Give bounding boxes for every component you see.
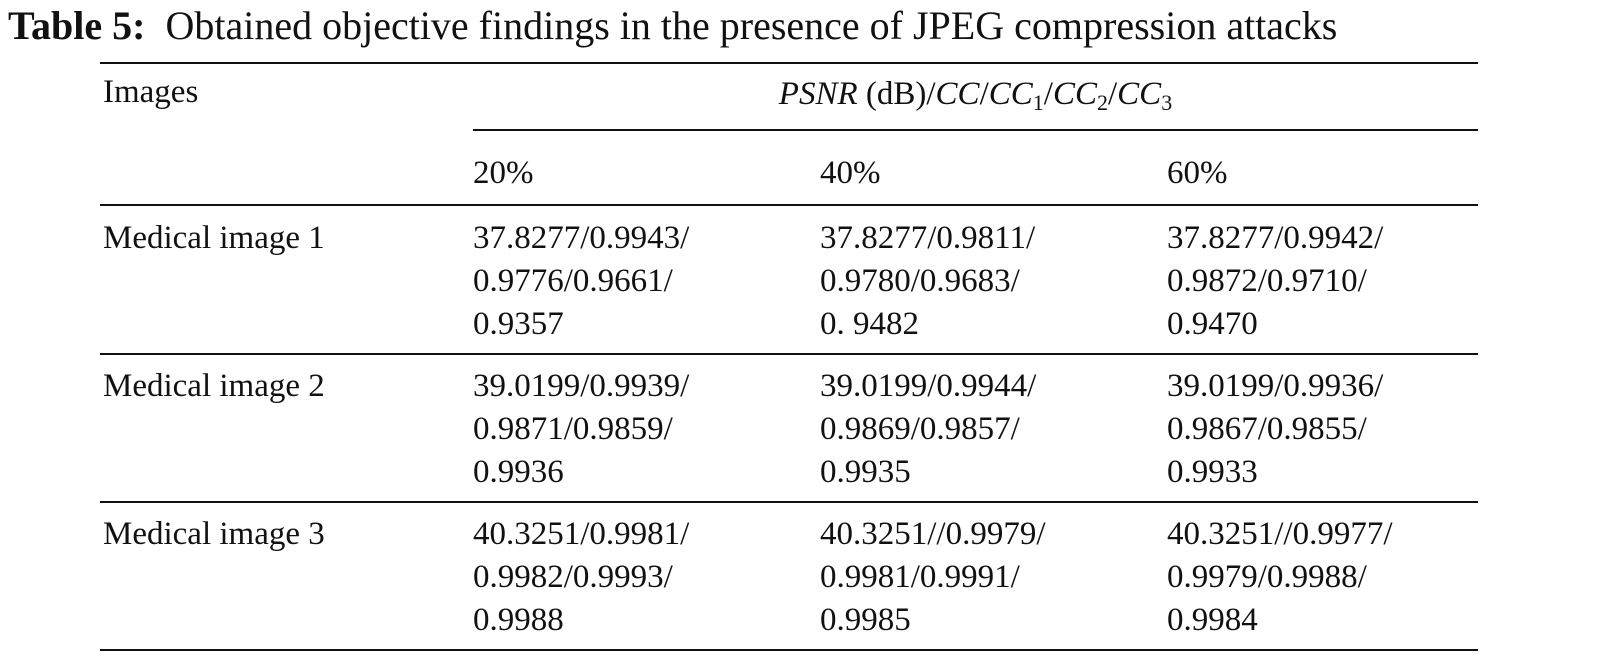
header-part: CC [1117,76,1162,112]
header-part: 2 [1096,90,1108,115]
cell-line: 0.9470 [1167,306,1258,342]
cell-line: 0.9780/0.9683/ [820,263,1020,299]
row-rule [100,353,1478,355]
data-cell: 39.0199/0.9944/0.9869/0.9857/0.9935 [820,365,1036,494]
header-part: CC [988,76,1033,112]
cell-line: 40.3251/0.9981/ [473,516,690,552]
cell-line: 0.9984 [1167,602,1258,638]
cell-line: 37.8277/0.9943/ [473,220,690,256]
table-label: Table 5: [8,3,146,48]
cell-line: 0.9981/0.9991/ [820,559,1020,595]
cell-line: 0.9357 [473,306,564,342]
group-rule [473,129,1478,131]
row-header: Medical image 1 [103,220,325,256]
cell-line: 0.9933 [1167,454,1258,490]
cell-line: 0.9935 [820,454,911,490]
cell-line: 40.3251//0.9979/ [820,516,1046,552]
bottom-rule [100,649,1478,651]
table-caption: Table 5: Obtained objective findings in … [8,2,1337,49]
header-rule [100,204,1478,206]
data-cell: 39.0199/0.9939/0.9871/0.9859/0.9936 [473,365,689,494]
data-cell: 37.8277/0.9942/0.9872/0.9710/0.9470 [1167,217,1383,346]
cell-line: 0.9985 [820,602,911,638]
cell-line: 0.9871/0.9859/ [473,411,673,447]
cell-line: 39.0199/0.9939/ [473,368,690,404]
data-cell: 40.3251/0.9981/0.9982/0.9993/0.9988 [473,513,689,642]
cell-line: 0.9936 [473,454,564,490]
column-header: 60% [1167,155,1228,191]
header-part: 3 [1161,90,1173,115]
header-part: / [1107,76,1118,112]
group-header: PSNR (dB)/CC/CC1/CC2/CC3 [473,76,1478,115]
row-header: Medical image 3 [103,516,325,552]
header-part: CC [935,76,980,112]
table-title: Obtained objective findings in the prese… [165,3,1338,48]
cell-line: 39.0199/0.9936/ [1167,368,1384,404]
row-header: Medical image 2 [103,368,325,404]
data-cell: 37.8277/0.9943/0.9776/0.9661/0.9357 [473,217,689,346]
row-rule [100,501,1478,503]
cell-line: 0.9872/0.9710/ [1167,263,1367,299]
data-cell: 40.3251//0.9979/0.9981/0.9991/0.9985 [820,513,1046,642]
header-part: 1 [1032,90,1044,115]
cell-line: 0.9982/0.9993/ [473,559,673,595]
data-cell: 40.3251//0.9977/0.9979/0.9988/0.9984 [1167,513,1393,642]
cell-line: 37.8277/0.9942/ [1167,220,1384,256]
cell-line: 37.8277/0.9811/ [820,220,1036,256]
header-part: / [1043,76,1053,112]
header-cell: Images [103,74,199,110]
cell-line: 0.9869/0.9857/ [820,411,1020,447]
cell-line: 40.3251//0.9977/ [1167,516,1393,552]
cell-line: 0.9988 [473,602,564,638]
header-part: (dB)/ [857,76,936,112]
cell-line: 0.9867/0.9855/ [1167,411,1367,447]
header-part: CC [1052,76,1097,112]
cell-line: 0. 9482 [820,306,919,342]
cell-line: 39.0199/0.9944/ [820,368,1037,404]
cell-line: 0.9776/0.9661/ [473,263,673,299]
header-part: PSNR [778,76,858,112]
column-header: 20% [473,155,534,191]
cell-line: 0.9979/0.9988/ [1167,559,1367,595]
header-part: / [979,76,989,112]
data-cell: 39.0199/0.9936/0.9867/0.9855/0.9933 [1167,365,1383,494]
data-cell: 37.8277/0.9811/0.9780/0.9683/0. 9482 [820,217,1035,346]
top-rule [100,62,1478,64]
column-header: 40% [820,155,881,191]
